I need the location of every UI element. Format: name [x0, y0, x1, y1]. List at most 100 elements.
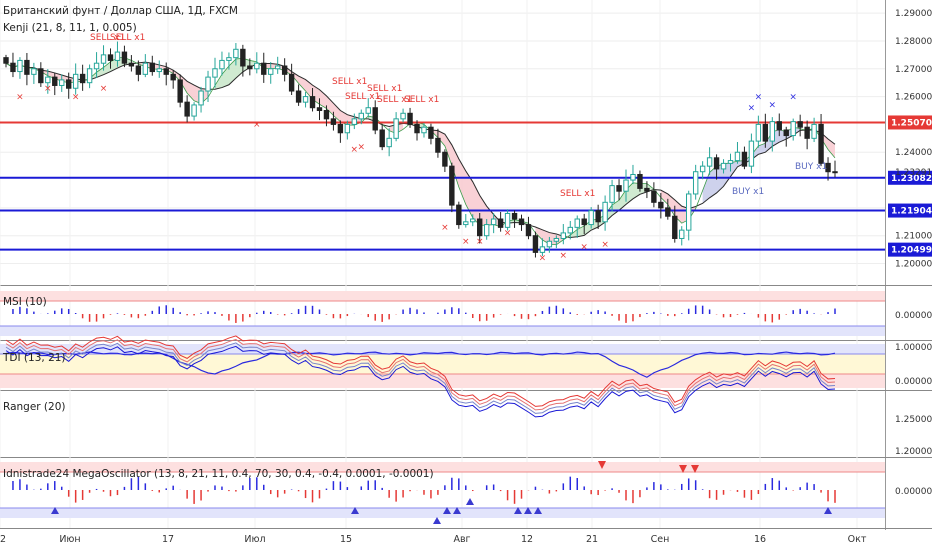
- candle-body: [212, 68, 218, 78]
- tdi-upper-zone: [0, 344, 885, 354]
- candle-body: [490, 218, 497, 226]
- candle-body: [247, 65, 253, 70]
- mega-sell-arrow: [691, 465, 699, 473]
- candle-body: [351, 118, 358, 125]
- candle-body: [811, 123, 817, 139]
- mega-tick-label: 0.00000: [895, 487, 932, 497]
- signal-annotation: SELL x1: [345, 92, 380, 102]
- candle-body: [121, 51, 128, 64]
- candle-body: [100, 54, 107, 64]
- candle-body: [686, 193, 692, 231]
- candle-body: [337, 123, 344, 134]
- candle-body: [595, 210, 601, 223]
- candle-body: [135, 65, 142, 75]
- candle-body: [630, 173, 636, 181]
- candle-body: [358, 112, 364, 120]
- candle-body: [226, 57, 232, 61]
- candle-body: [142, 62, 149, 75]
- time-axis-label: Авг: [453, 534, 470, 545]
- sell-cross-marker: ×: [601, 240, 609, 250]
- candle-body: [330, 118, 337, 125]
- mega-buy-arrow: [443, 507, 451, 514]
- signal-annotation: SELL x1: [367, 84, 402, 94]
- time-axis-label: Окт: [848, 534, 867, 545]
- price-tick-label: 1.29000: [895, 9, 932, 19]
- kenji-indicator-label: Kenji (21, 8, 11, 1, 0.005): [3, 22, 137, 34]
- candle-body: [219, 59, 225, 70]
- candle-body: [818, 123, 824, 164]
- candle-body: [149, 62, 155, 73]
- signal-annotation: SELL x1: [560, 189, 595, 199]
- mega-buy-arrow: [351, 507, 359, 514]
- candle-body: [107, 54, 114, 61]
- candle-body: [295, 90, 302, 103]
- candle-body: [254, 62, 260, 70]
- candle-body: [156, 68, 162, 73]
- mega-buy-arrow: [433, 517, 441, 524]
- candle-body: [240, 48, 246, 67]
- candle-body: [274, 65, 281, 70]
- price-tick-label: 1.27000: [895, 65, 932, 75]
- candle-body: [442, 151, 448, 167]
- candle-body: [407, 112, 413, 125]
- candle-body: [45, 76, 51, 84]
- mega-buy-arrow: [51, 507, 59, 514]
- buy-cross-marker: ×: [755, 92, 763, 102]
- ranger-tick-label: 1.25000: [895, 415, 932, 425]
- price-level-tag-text: 1.25070: [891, 118, 932, 128]
- signal-annotation: SELL x1: [90, 33, 125, 43]
- ranger-tick-label: 1.20000: [895, 447, 932, 457]
- candle-body: [3, 57, 9, 64]
- candle-body: [163, 68, 169, 75]
- buy-cross-marker: ×: [769, 101, 777, 111]
- candle-body: [261, 62, 267, 75]
- candle-body: [692, 171, 699, 195]
- msi-tick-label: 0.00000: [895, 311, 932, 321]
- candle-body: [497, 218, 504, 228]
- candle-body: [504, 212, 511, 228]
- buy-cross-marker: ×: [789, 92, 797, 102]
- price-level-tag: [888, 203, 932, 218]
- sell-cross-marker: ×: [358, 142, 366, 152]
- candle-body: [38, 68, 44, 84]
- candle-body: [797, 121, 803, 128]
- candle-body: [393, 118, 399, 139]
- time-axis-label: Сен: [651, 534, 670, 545]
- signal-annotation: SELL x1: [332, 77, 367, 87]
- sell-cross-marker: ×: [504, 229, 512, 239]
- sell-cross-marker: ×: [351, 145, 359, 155]
- kenji-fast-line: [5, 57, 836, 246]
- candle-body: [755, 123, 762, 142]
- candle-body: [114, 51, 121, 61]
- candle-body: [602, 201, 608, 223]
- chart-title: Британский фунт / Доллар США, 1Д, FXCM: [3, 5, 238, 17]
- last-price-label: 1.23291: [895, 168, 932, 178]
- candle-body: [456, 204, 462, 226]
- candle-body: [769, 121, 776, 142]
- time-axis-label: 17: [162, 534, 174, 545]
- candle-body: [24, 59, 30, 75]
- mega-buy-arrow: [534, 507, 542, 514]
- ranger-band-line: [5, 335, 836, 407]
- kenji-cloud: [138, 62, 209, 104]
- candle-body: [268, 68, 274, 75]
- signal-annotation: BUY x1: [732, 187, 764, 197]
- mega-lower-zone: [0, 508, 885, 518]
- price-level-tag-text: 1.20499: [891, 246, 932, 256]
- price-level-tag-text: 1.23082: [891, 174, 932, 184]
- ranger-band-line: [5, 338, 836, 411]
- candle-body: [699, 165, 706, 173]
- candle-body: [86, 68, 93, 84]
- time-axis-label: 12: [521, 534, 533, 545]
- candle-body: [10, 62, 16, 73]
- candle-body: [748, 140, 755, 167]
- candle-body: [414, 123, 420, 134]
- candle-body: [616, 185, 622, 192]
- candle-body: [727, 160, 734, 164]
- ranger-band-line: [5, 345, 836, 418]
- time-axis-label: 16: [754, 534, 766, 545]
- candle-body: [302, 96, 309, 103]
- mega-upper-zone: [0, 462, 885, 472]
- candle-body: [128, 62, 135, 67]
- candle-body: [658, 201, 664, 209]
